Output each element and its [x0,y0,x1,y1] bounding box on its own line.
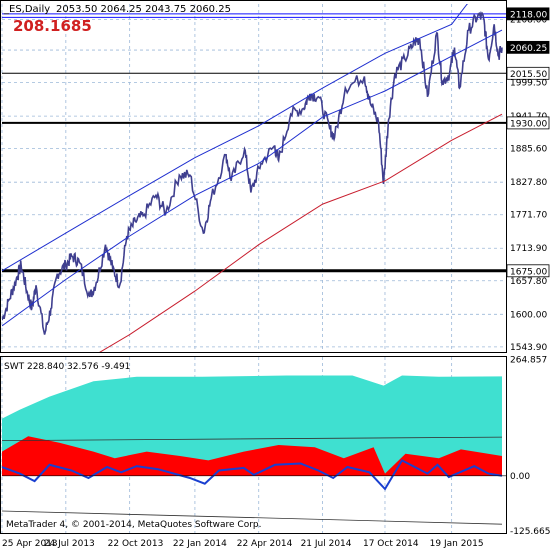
x-tick-label: 24 Jul 2013 [44,539,95,549]
price-tag-label: 1675.00 [510,267,547,277]
y-tick-label: 1999.50 [510,79,547,89]
price-tag-label: 2060.25 [510,44,547,54]
price-frame [1,1,507,353]
x-tick-label: 22 Jan 2014 [173,539,227,549]
upper_channel-series [2,0,502,271]
mid_channel-series [2,30,502,326]
x-tick-label: 17 Oct 2014 [363,539,419,549]
x-tick-label: 22 Oct 2013 [108,539,164,549]
y-tick-label: 1885.60 [510,145,547,155]
price-tag-label: 2015.50 [510,70,547,80]
overlay-value: 208.1685 [13,17,92,35]
x-tick-label: 21 Jul 2014 [301,539,352,549]
y-tick-label: 1657.80 [510,277,547,287]
y-tick-label: 1600.00 [510,310,547,320]
indicator-label: SWT 228.840 32.576 -9.491 [4,362,130,372]
copyright-text: MetaTrader 4, © 2001-2014, MetaQuotes So… [6,520,262,530]
price-panel [0,0,506,407]
x-tick-label: 19 Jan 2015 [430,539,484,549]
indicator-panel [2,376,506,525]
ohlc-label: 2053.50 2064.25 2043.75 2060.25 [56,4,231,15]
ind-y-tick-label: 0.00 [510,472,530,482]
ind-y-tick-label: 264.857 [510,355,547,365]
x-tick-label: 22 Apr 2014 [237,539,293,549]
ind-y-tick-label: -125.665 [510,527,550,537]
symbol-label: _ES,Daily [3,4,50,15]
price-series [2,13,502,335]
y-tick-label: 1713.90 [510,244,547,254]
price-tag-label: 1930.00 [510,119,547,129]
y-tick-label: 1771.70 [510,211,547,221]
y-tick-label: 1543.90 [510,343,547,353]
price-tag-label: 2118.00 [510,10,547,20]
y-tick-label: 1827.80 [510,178,547,188]
